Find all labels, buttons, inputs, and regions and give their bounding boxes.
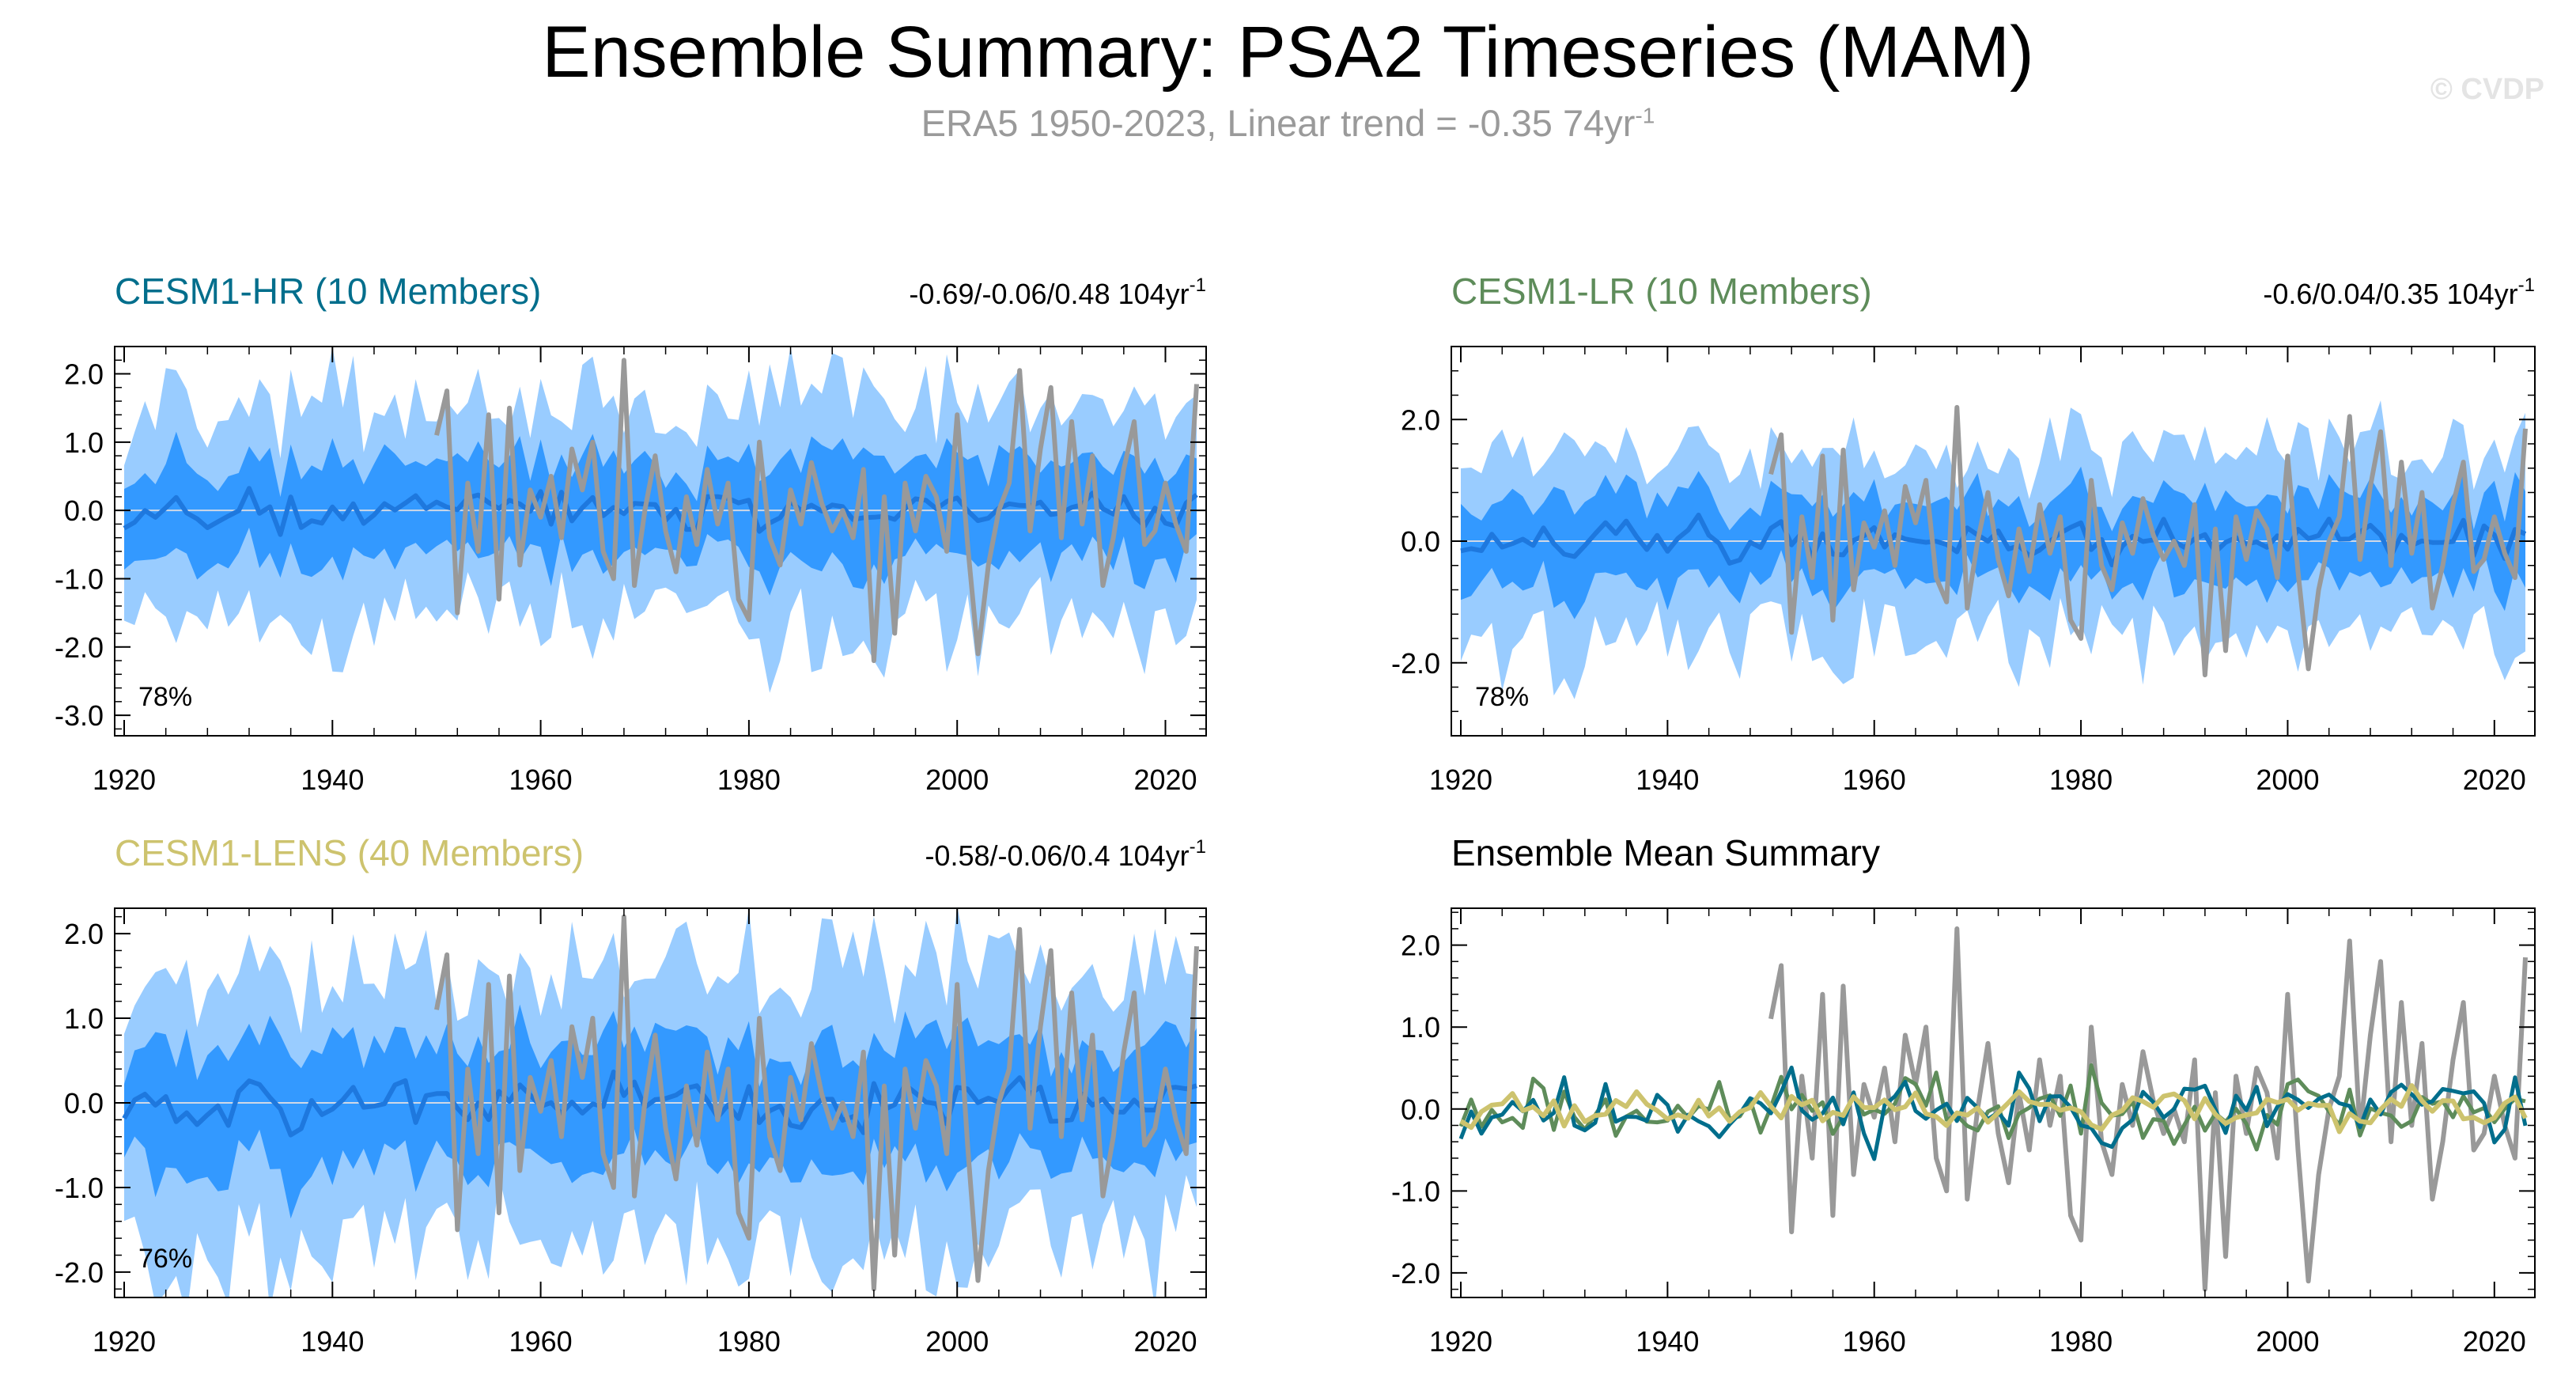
x-tick-label: 1920 — [1429, 1325, 1492, 1358]
panel-title: CESM1-LR (10 Members) — [1451, 271, 1872, 312]
panel-ensemble-mean-summary: 2.0 1.0 0.0 -1.0 -2.0 1920 1940 1960 1980 2000 202… — [1391, 832, 2536, 1358]
range-value: -0.58/-0.06/0.4 104yr — [925, 839, 1189, 872]
panel-range-label: -0.69/-0.06/0.48 104yr-1 — [909, 275, 1206, 310]
lr-mean-line — [1458, 1063, 2526, 1152]
x-tick-label: 2000 — [925, 1325, 989, 1358]
observed-era5-line — [1768, 404, 2528, 678]
range-value: -0.6/0.04/0.35 104yr — [2263, 278, 2517, 310]
panel-cesm1-hr: 2.0 1.0 0.0 -1.0 -2.0 -3.0 1920 1940 1960 1980 200… — [55, 271, 1207, 796]
y-tick-label: -2.0 — [55, 631, 104, 664]
plot-area — [1451, 400, 2535, 699]
y-tick-label: 2.0 — [64, 918, 104, 950]
panel-percent-label: 78% — [1475, 682, 1529, 712]
y-tick-label: 0.0 — [64, 494, 104, 527]
x-tick-label: 1920 — [1429, 763, 1492, 796]
figure-subtitle: ERA5 1950-2023, Linear trend = -0.35 74y… — [0, 101, 2576, 146]
y-tick-label: -2.0 — [55, 1256, 104, 1289]
y-tick-label: -1.0 — [55, 1172, 104, 1204]
y-tick-label: 0.0 — [1401, 525, 1440, 558]
panel-percent-label: 78% — [138, 682, 192, 712]
x-tick-label: 1980 — [717, 1325, 781, 1358]
range-value: -0.69/-0.06/0.48 104yr — [909, 278, 1189, 310]
y-tick-label: -2.0 — [1391, 1257, 1440, 1290]
x-tick-label: 1920 — [93, 763, 156, 796]
range-exponent: -1 — [1190, 275, 1206, 296]
panel-cesm1-lr: 2.0 0.0 -2.0 1920 1940 1960 1980 2000 2020 CESM1-… — [1391, 271, 2536, 796]
x-tick-label: 1940 — [1636, 763, 1699, 796]
plot-area — [115, 347, 1206, 693]
x-tick-label: 2020 — [1133, 1325, 1197, 1358]
panel-percent-label: 76% — [138, 1244, 192, 1274]
x-tick-label: 2020 — [2463, 1325, 2526, 1358]
y-tick-label: 2.0 — [1401, 930, 1440, 962]
x-tick-label: 2020 — [2463, 763, 2526, 796]
x-tick-label: 1940 — [301, 763, 364, 796]
panel-title: Ensemble Mean Summary — [1451, 832, 1880, 873]
y-tick-label: -2.0 — [1391, 647, 1440, 680]
y-tick-label: -1.0 — [1391, 1175, 1440, 1207]
x-tick-label: 2020 — [1133, 763, 1197, 796]
panel-title: CESM1-LENS (40 Members) — [115, 832, 584, 873]
y-tick-label: -3.0 — [55, 699, 104, 732]
x-tick-label: 1940 — [1636, 1325, 1699, 1358]
x-tick-label: 1940 — [301, 1325, 364, 1358]
y-tick-label: 0.0 — [1401, 1093, 1440, 1126]
cvdp-watermark: © CVDP — [2430, 73, 2544, 106]
observed-era5-line — [1768, 926, 2528, 1292]
range-exponent: -1 — [2518, 275, 2535, 296]
y-tick-label: 1.0 — [64, 426, 104, 459]
x-tick-label: 2000 — [2256, 763, 2319, 796]
y-tick-label: 1.0 — [1401, 1011, 1440, 1044]
figure-title: Ensemble Summary: PSA2 Timeseries (MAM) — [542, 12, 2034, 93]
observed-era5-line — [434, 358, 1199, 664]
percentile-band — [1461, 466, 2525, 619]
panel-range-label: -0.6/0.04/0.35 104yr-1 — [2263, 275, 2535, 310]
subtitle-text: ERA5 1950-2023, Linear trend = -0.35 74y… — [921, 102, 1636, 144]
subtitle-exponent: -1 — [1635, 103, 1655, 128]
y-tick-label: 2.0 — [1401, 403, 1440, 436]
panel-cesm1-lens: 2.0 1.0 0.0 -1.0 -2.0 1920 1940 1960 1980 2000 202… — [55, 832, 1207, 1358]
x-tick-label: 1960 — [1843, 1325, 1906, 1358]
x-tick-label: 1960 — [509, 763, 573, 796]
y-tick-label: 0.0 — [64, 1087, 104, 1119]
y-tick-label: 2.0 — [64, 358, 104, 391]
x-tick-label: 2000 — [925, 763, 989, 796]
y-tick-label: 1.0 — [64, 1002, 104, 1035]
percentile-band — [124, 1004, 1197, 1219]
plot-area — [1458, 926, 2528, 1292]
observed-era5-line — [434, 914, 1199, 1292]
plot-frame — [114, 346, 1207, 737]
panel-range-label: -0.58/-0.06/0.4 104yr-1 — [925, 836, 1206, 872]
ensemble-mean-line — [123, 486, 1198, 537]
x-tick-label: 1920 — [93, 1325, 156, 1358]
range-exponent: -1 — [1190, 836, 1206, 858]
lens-mean-line — [1459, 1083, 2528, 1135]
plot-frame — [1451, 907, 2536, 1298]
panel-title: CESM1-HR (10 Members) — [115, 271, 541, 312]
x-tick-label: 1980 — [717, 763, 781, 796]
x-tick-label: 1980 — [2049, 763, 2113, 796]
y-tick-label: -1.0 — [55, 563, 104, 595]
x-tick-label: 1980 — [2049, 1325, 2113, 1358]
x-tick-label: 2000 — [2256, 1325, 2319, 1358]
x-tick-label: 1960 — [1843, 763, 1906, 796]
plot-area — [115, 908, 1206, 1297]
x-tick-label: 1960 — [509, 1325, 573, 1358]
